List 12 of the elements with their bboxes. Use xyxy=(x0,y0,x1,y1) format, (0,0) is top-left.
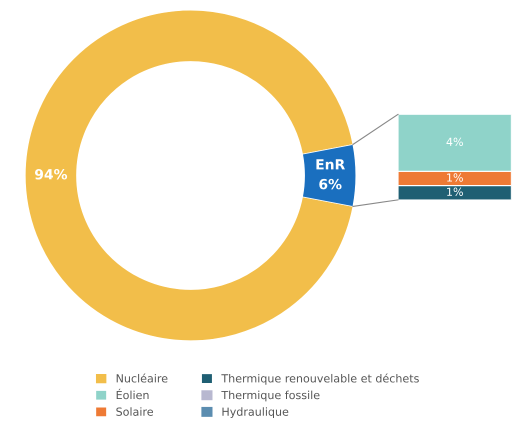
data-label: 1% xyxy=(447,173,463,182)
data-label: 94% xyxy=(34,169,68,180)
legend-label: Nucléaire xyxy=(116,374,168,383)
legend-label: Thermique fossile xyxy=(221,390,320,402)
data-label: EnR 6% xyxy=(316,159,345,190)
legend-label: Thermique renouvelable et déchets xyxy=(221,374,419,385)
legend-label: Éolien xyxy=(116,388,149,400)
data-label: 1% xyxy=(447,188,463,196)
legend-label: Solaire xyxy=(116,407,154,416)
donut-slice xyxy=(24,10,354,342)
data-label: 4% xyxy=(446,138,463,146)
legend-label: Hydraulique xyxy=(222,407,288,418)
